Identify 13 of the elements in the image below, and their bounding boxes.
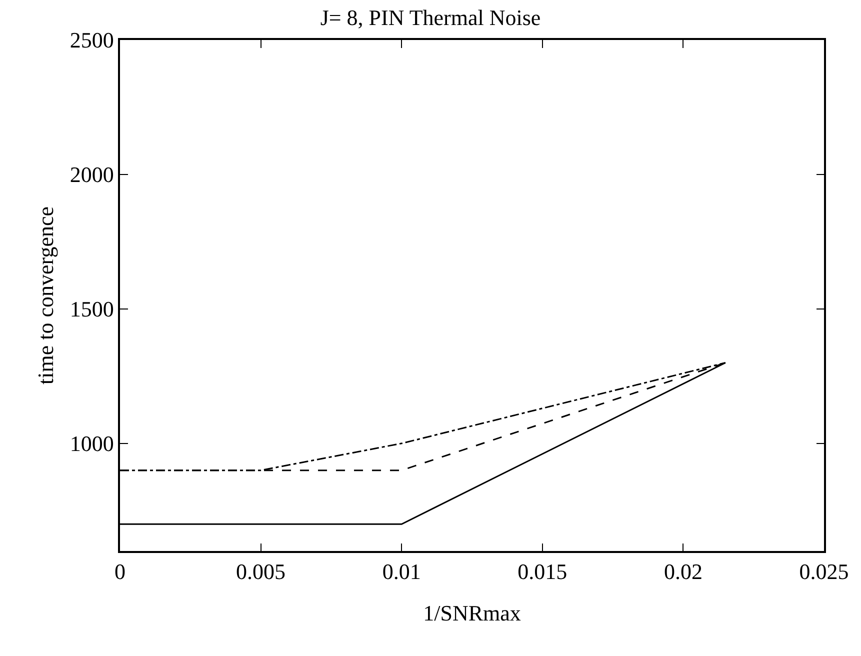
x-tick-label: 0.005 (236, 559, 286, 584)
y-tick-label: 2000 (70, 162, 114, 188)
y-tick-label: 1000 (70, 431, 114, 456)
x-tick-label: 0.01 (382, 559, 421, 584)
x-tick-label: 0.02 (664, 559, 702, 584)
x-tick-label: 0 (114, 559, 126, 584)
chart-title: J= 8, PIN Thermal Noise (320, 5, 541, 30)
x-axis-title: 1/SNRmax (423, 600, 521, 626)
x-tick-label: 0.015 (518, 559, 568, 584)
y-axis-title: time to convergence (33, 206, 58, 384)
x-tick-label: 0.025 (799, 559, 849, 584)
y-tick-label: 1500 (70, 296, 114, 322)
y-tick-label: 2500 (70, 28, 114, 53)
